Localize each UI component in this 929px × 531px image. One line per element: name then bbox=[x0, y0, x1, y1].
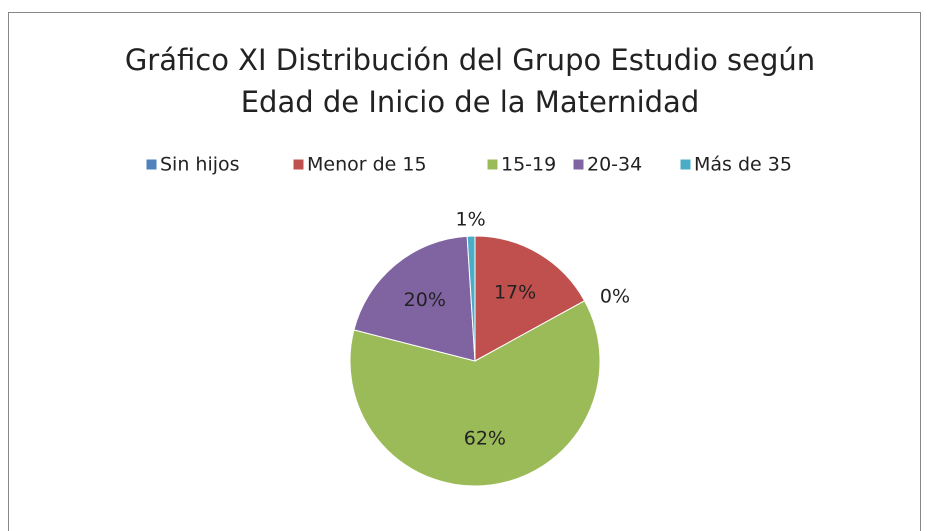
pie-slice bbox=[349, 300, 601, 487]
chart-title: Gráfico XI Distribución del Grupo Estudi… bbox=[125, 43, 815, 77]
legend-label: 15-19 bbox=[501, 154, 556, 176]
legend-label: Menor de 15 bbox=[307, 154, 427, 176]
pie-slice bbox=[474, 235, 586, 362]
legend-marker bbox=[572, 158, 585, 171]
legend-marker bbox=[145, 158, 158, 171]
data-label: 20% bbox=[404, 289, 446, 311]
legend-label: Sin hijos bbox=[160, 154, 240, 176]
legend-marker bbox=[486, 158, 499, 171]
data-label: 0% bbox=[600, 286, 630, 308]
data-label: 62% bbox=[464, 428, 506, 450]
data-label: 1% bbox=[455, 209, 485, 231]
legend-label: Más de 35 bbox=[694, 154, 792, 176]
legend-marker bbox=[679, 158, 692, 171]
pie-slice bbox=[353, 235, 476, 362]
chart-title: Edad de Inicio de la Maternidad bbox=[241, 85, 700, 119]
data-label: 17% bbox=[494, 282, 536, 304]
legend-label: 20-34 bbox=[587, 154, 642, 176]
pie-slice bbox=[466, 235, 476, 362]
legend-marker bbox=[292, 158, 305, 171]
